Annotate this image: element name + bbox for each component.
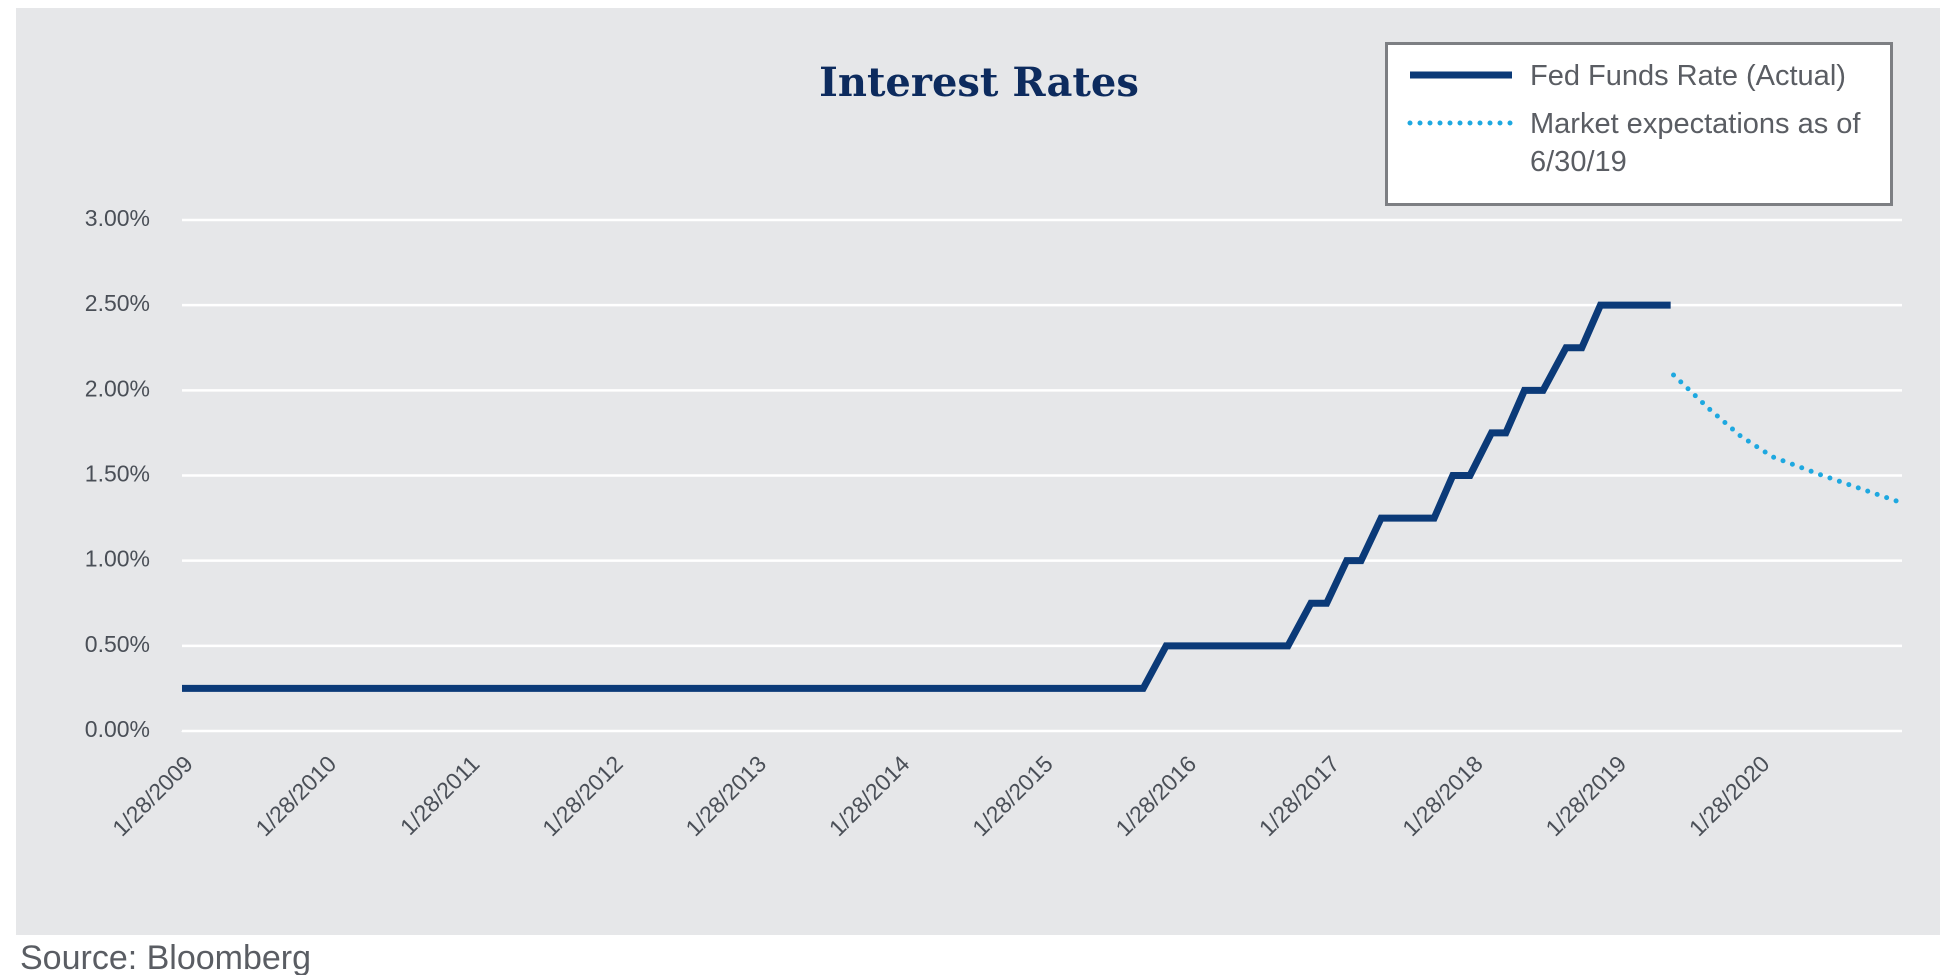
y-tick-label: 1.00% <box>85 546 150 572</box>
legend-item: Fed Funds Rate (Actual) <box>1406 57 1872 95</box>
legend: Fed Funds Rate (Actual) Market expectatio… <box>1385 42 1893 206</box>
series-line <box>182 301 1671 692</box>
series-line <box>1671 372 1904 506</box>
source-note: Source: Bloomberg <box>20 939 311 975</box>
y-tick-label: 0.00% <box>85 716 150 742</box>
legend-swatch <box>1410 71 1512 79</box>
y-tick-label: 1.50% <box>85 461 150 487</box>
legend-swatch <box>1407 120 1515 126</box>
legend-label: Market expectations as of 6/30/19 <box>1530 108 1861 178</box>
legend-item: Market expectations as of 6/30/19 <box>1406 105 1872 181</box>
y-tick-label: 2.00% <box>85 375 150 401</box>
chart-title: Interest Rates <box>819 59 1139 106</box>
y-tick-label: 3.00% <box>85 205 150 231</box>
y-tick-label: 2.50% <box>85 290 150 316</box>
y-tick-label: 0.50% <box>85 631 150 657</box>
legend-label: Fed Funds Rate (Actual) <box>1530 60 1846 92</box>
